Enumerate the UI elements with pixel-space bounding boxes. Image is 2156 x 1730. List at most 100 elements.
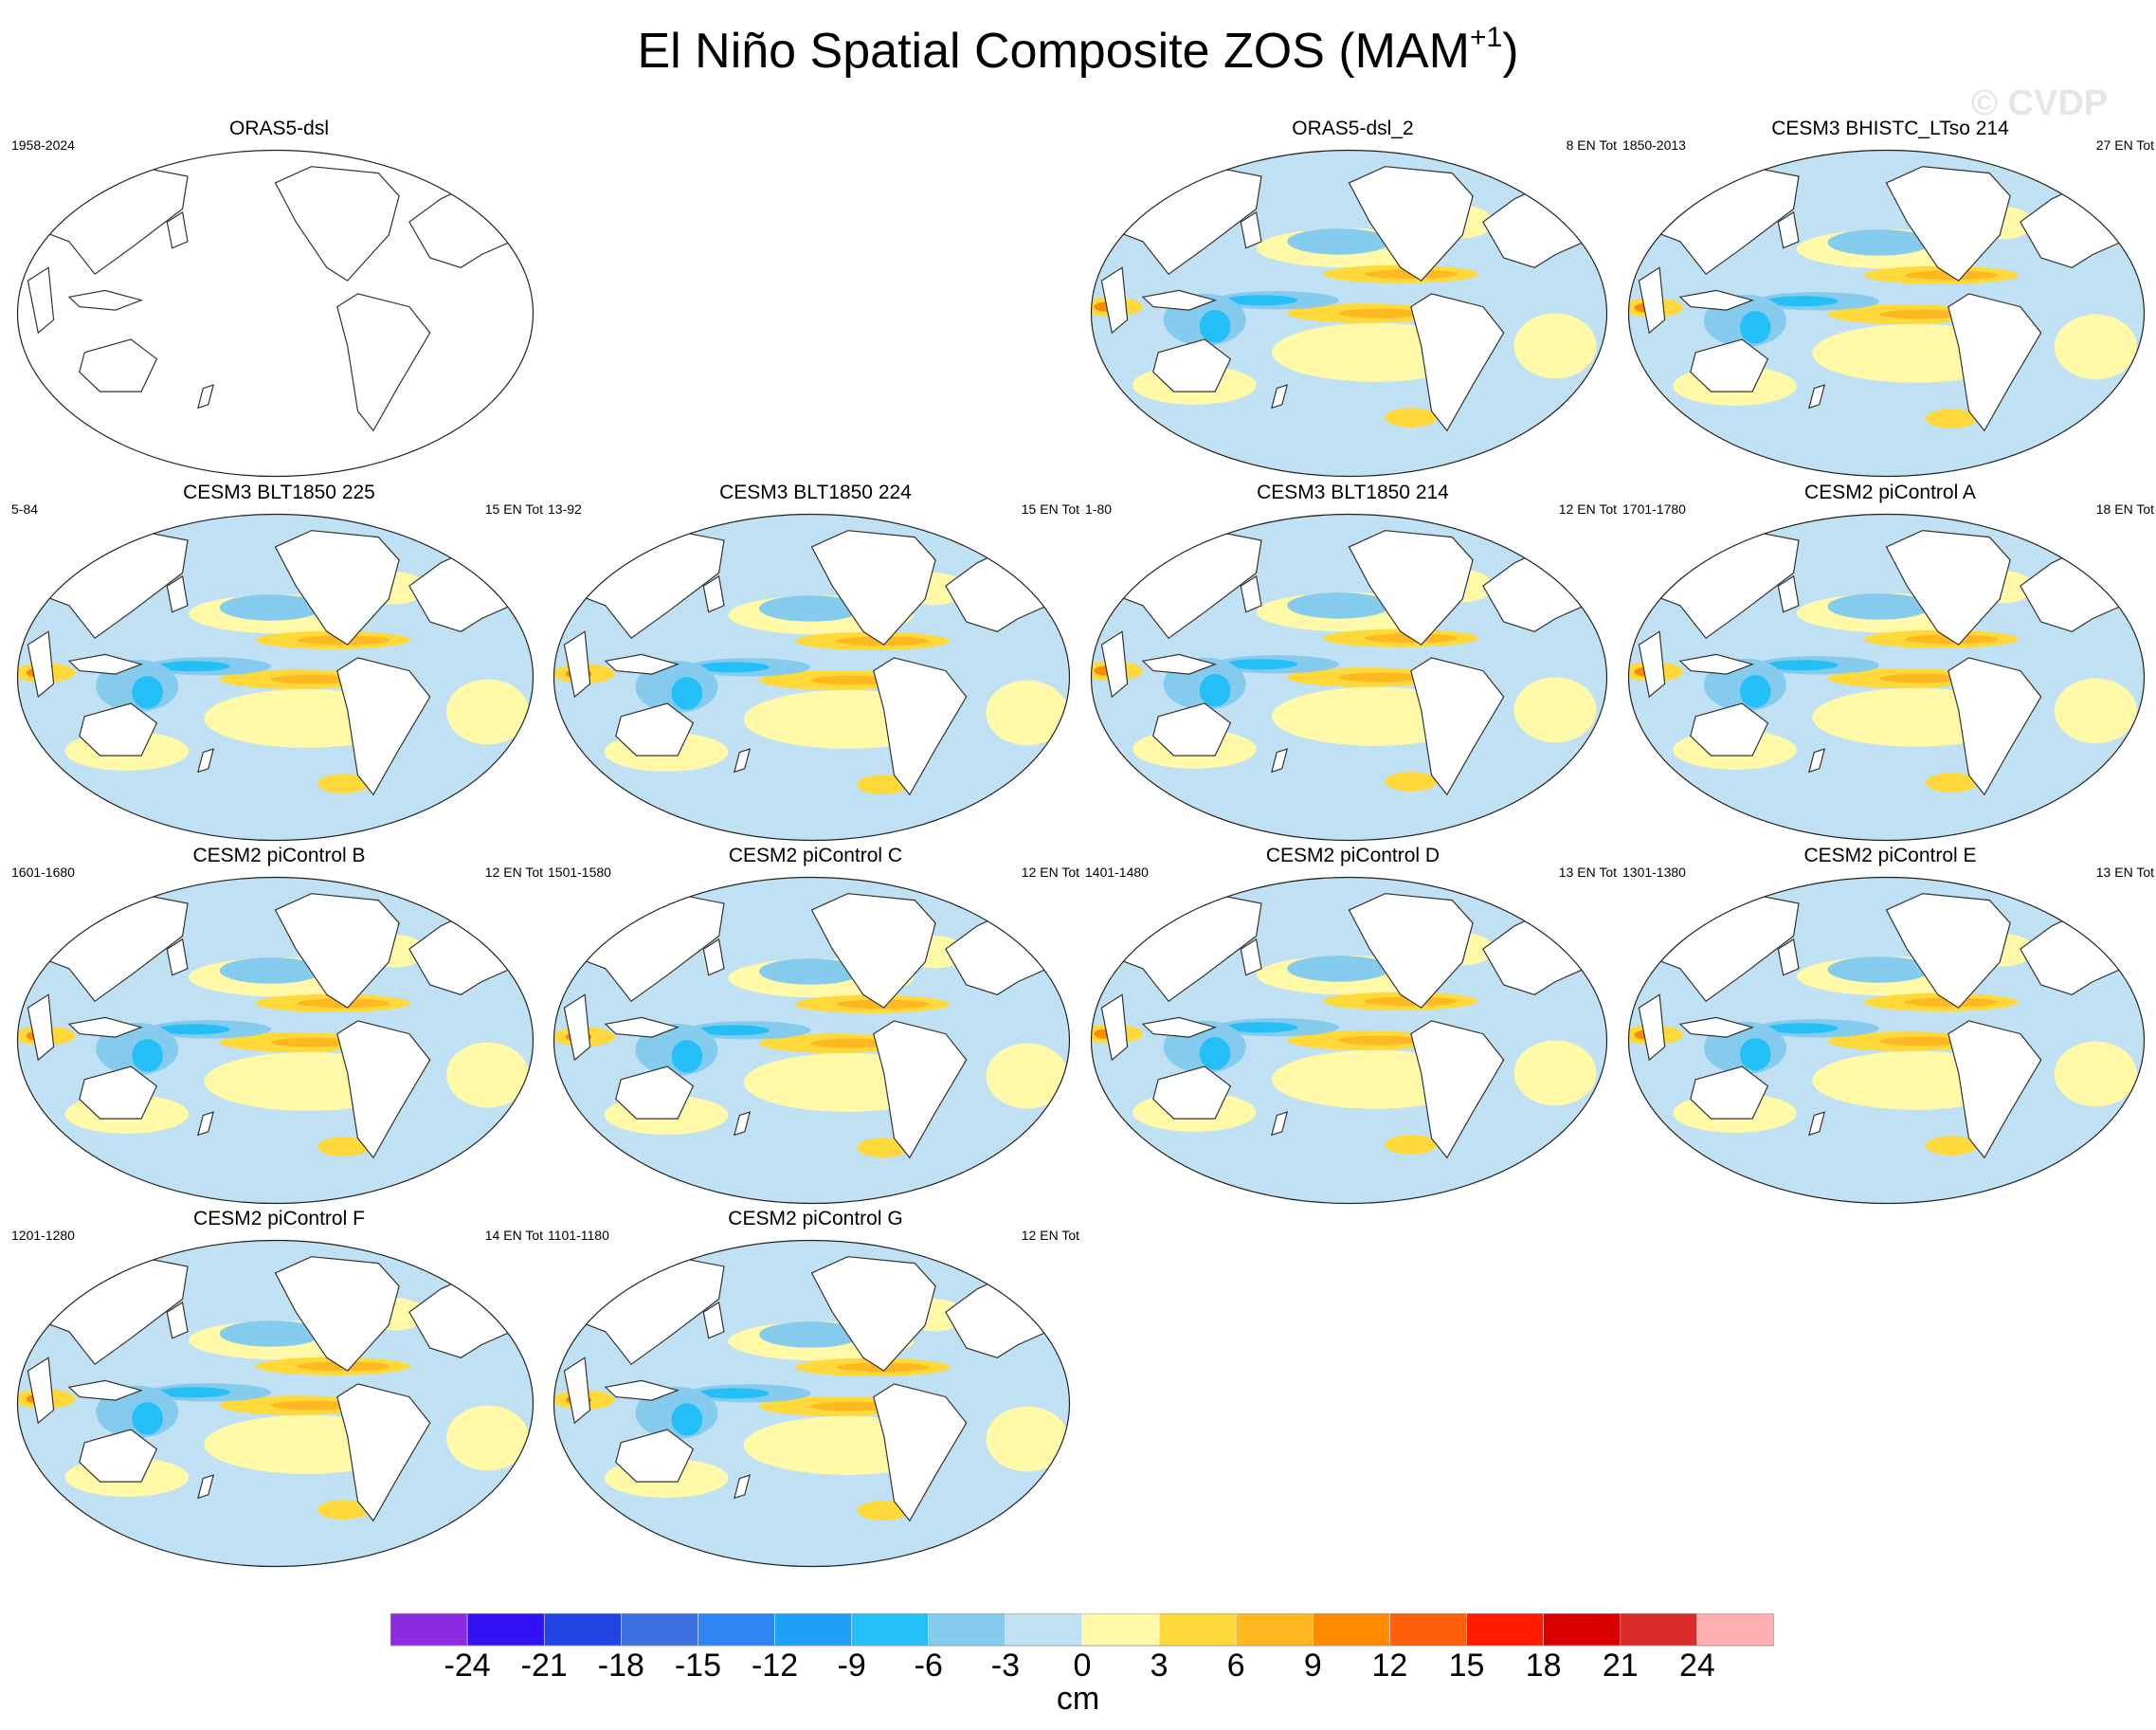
landmass <box>1141 289 1218 311</box>
panel-title: CESM2 piControl E <box>1803 845 1977 866</box>
map-panel: CESM2 piControl C 1501-1580 12 EN Tot <box>548 845 1083 1207</box>
world-map <box>1090 513 1608 842</box>
colorbar-tick-label: -21 <box>521 1648 568 1680</box>
anomaly-patch <box>219 594 323 621</box>
landmass <box>1808 1111 1826 1137</box>
landmass <box>27 266 55 335</box>
landmass <box>27 993 55 1062</box>
landmass <box>197 384 215 410</box>
colorbar-tick-label: 15 <box>1449 1648 1485 1680</box>
panel-count: 8 EN Tot <box>1566 137 1617 153</box>
map-border <box>553 1239 1071 1568</box>
anomaly-patch <box>1338 1035 1422 1046</box>
landmass <box>274 166 400 282</box>
colorbar-swatch <box>1389 1613 1467 1647</box>
colorbar-tick-label: 3 <box>1150 1648 1169 1680</box>
anomaly-patch <box>1878 1036 1962 1047</box>
colorbar-swatch <box>466 1613 545 1647</box>
landmass <box>197 748 215 774</box>
landmass <box>274 893 400 1009</box>
landmass <box>1141 1016 1218 1038</box>
landmass <box>166 938 189 976</box>
colorbar-swatch <box>698 1613 775 1647</box>
panel-years: 1501-1580 <box>548 865 611 880</box>
map-panel: CESM3 BHISTC_LTso 214 1850-2013 27 EN Tot <box>1622 118 2156 480</box>
anomaly-patch <box>1199 1037 1231 1070</box>
colorbar-tick-label: -9 <box>838 1648 866 1680</box>
landmass <box>1271 384 1289 410</box>
anomaly-patch <box>2054 1041 2137 1107</box>
landmass <box>79 1065 158 1120</box>
anomaly-patch <box>1287 228 1391 255</box>
ocean-background <box>17 150 534 477</box>
colorbar-tick-label: -15 <box>675 1648 721 1680</box>
anomaly-patch <box>1827 593 1931 620</box>
map-border <box>1090 149 1608 478</box>
colorbar-tick-label: 24 <box>1679 1648 1715 1680</box>
colorbar-tick-label: 21 <box>1603 1648 1639 1680</box>
map-panel: CESM3 BLT1850 225 5-84 15 EN Tot <box>11 482 547 844</box>
map-panel: CESM2 piControl A 1701-1780 18 EN Tot <box>1622 482 2156 844</box>
panel-count: 13 EN Tot <box>2095 865 2154 880</box>
anomaly-patch <box>446 1405 530 1471</box>
anomaly-patch <box>1766 296 1839 307</box>
anomaly-patch <box>759 958 862 985</box>
landmass <box>1948 293 2042 432</box>
anomaly-patch <box>1385 772 1437 792</box>
landmass <box>615 702 695 756</box>
world-map <box>1090 149 1608 478</box>
landmass <box>1240 574 1262 613</box>
landmass <box>197 1111 215 1137</box>
landmass <box>734 1111 752 1137</box>
landmass <box>810 530 936 646</box>
landmass <box>810 893 936 1009</box>
anomaly-patch <box>697 1388 770 1399</box>
map-border <box>1627 513 2146 842</box>
colorbar-swatch <box>1543 1613 1622 1647</box>
landmass <box>873 657 968 796</box>
map-panel: CESM3 BLT1850 224 13-92 15 EN Tot <box>548 482 1083 844</box>
anomaly-patch <box>1199 310 1231 343</box>
map-panel: CESM2 piControl B 1601-1680 12 EN Tot <box>11 845 547 1207</box>
world-map <box>1627 513 2146 842</box>
colorbar-swatch <box>928 1613 1006 1647</box>
landmass <box>604 1379 680 1401</box>
anomaly-patch <box>857 1501 909 1521</box>
landmass <box>1678 653 1755 675</box>
colorbar-tick-label: 9 <box>1304 1648 1322 1680</box>
landmass <box>1152 338 1232 392</box>
colorbar-swatch <box>1313 1613 1390 1647</box>
panel-years: 5-84 <box>11 501 39 517</box>
landmass <box>1885 893 2011 1009</box>
map-border <box>16 1239 534 1568</box>
anomaly-patch <box>1385 1135 1437 1155</box>
anomaly-patch <box>759 595 862 622</box>
map-border <box>1090 876 1608 1205</box>
anomaly-patch <box>857 774 909 794</box>
colorbar-tick-label: -18 <box>598 1648 644 1680</box>
landmass <box>1678 289 1755 311</box>
anomaly-patch <box>1740 311 1771 344</box>
landmass <box>1808 384 1826 410</box>
colorbar-frame <box>390 1613 1774 1647</box>
panel-count: 12 EN Tot <box>1021 1228 1079 1243</box>
landmass <box>336 657 431 796</box>
colorbar-swatch <box>851 1613 930 1647</box>
colorbar-tick-label: 12 <box>1372 1648 1408 1680</box>
anomaly-patch <box>446 679 530 745</box>
panel-title: CESM2 piControl C <box>728 845 903 866</box>
anomaly-patch <box>1199 674 1231 707</box>
landmass <box>1690 702 1769 756</box>
landmass <box>563 1357 591 1425</box>
landmass <box>702 574 725 613</box>
anomaly-patch <box>1925 773 1978 792</box>
landmass <box>1690 338 1769 392</box>
anomaly-patch <box>1224 295 1298 306</box>
colorbar-unit: cm <box>1056 1681 1100 1717</box>
panel-years: 1401-1480 <box>1085 865 1149 880</box>
anomaly-patch <box>157 661 230 672</box>
colorbar-tick-label: -12 <box>752 1648 798 1680</box>
landmass <box>734 1474 752 1500</box>
landmass <box>1777 938 1800 976</box>
colorbar-swatch <box>774 1613 852 1647</box>
